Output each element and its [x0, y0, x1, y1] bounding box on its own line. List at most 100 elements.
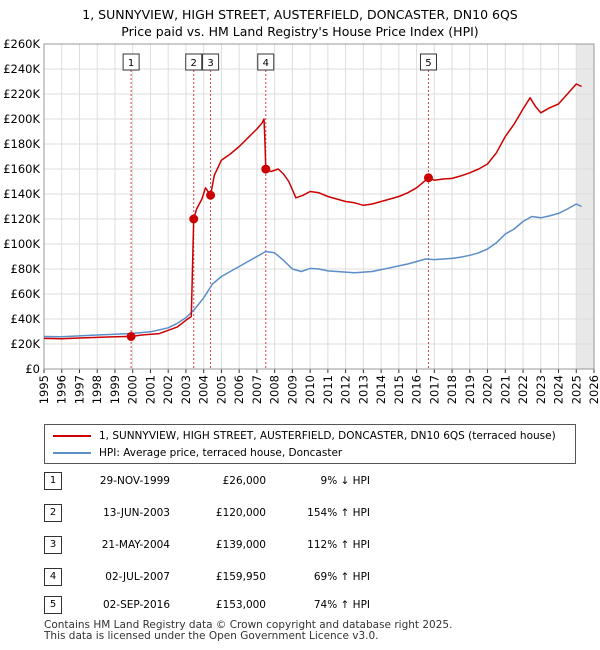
sale-row: 3 21-MAY-2004 £139,000 112% ↑ HPI — [0, 536, 600, 556]
sale-date: 29-NOV-1999 — [99, 475, 170, 487]
x-tick-label: 2017 — [427, 375, 441, 404]
x-tick-label: 2016 — [410, 375, 424, 404]
legend-swatch-hpi — [53, 452, 91, 454]
x-tick-label: 1998 — [90, 375, 104, 404]
x-tick-label: 2008 — [268, 375, 282, 404]
sale-marker-label: 2 — [191, 58, 197, 69]
x-tick-label: 1997 — [72, 375, 86, 404]
sale-marker-box — [257, 53, 275, 71]
x-tick-label: 2015 — [392, 375, 406, 404]
legend: 1, SUNNYVIEW, HIGH STREET, AUSTERFIELD, … — [44, 424, 576, 464]
x-tick-label: 2018 — [445, 375, 459, 404]
price-chart: £0 £20K £40K £60K £80K £100K £120K £140K £160K £1… — [3, 37, 600, 404]
sale-row: 2 13-JUN-2003 £120,000 154% ↑ HPI — [0, 504, 600, 524]
y-tick-label: £240K — [3, 62, 40, 76]
x-tick-label: 2007 — [250, 375, 264, 404]
x-tick-label: 1995 — [37, 375, 51, 404]
x-tick-label: 2005 — [214, 375, 228, 404]
x-tick-label: 2010 — [303, 375, 317, 404]
x-tick-label: 1996 — [55, 375, 69, 404]
sale-marker-box — [202, 53, 220, 71]
sale-price: £153,000 — [215, 599, 266, 611]
y-tick-label: £120K — [3, 212, 40, 226]
sale-marker-badge: 4 — [44, 568, 62, 586]
chart-subtitle: Price paid vs. HM Land Registry's House … — [121, 24, 479, 39]
sale-point — [423, 173, 433, 183]
sale-point — [126, 332, 136, 341]
y-tick-label: £60K — [11, 287, 41, 301]
legend-item-property: 1, SUNNYVIEW, HIGH STREET, AUSTERFIELD, … — [53, 428, 556, 444]
x-tick-label: 2014 — [374, 375, 388, 404]
x-tick-label: 2019 — [463, 375, 477, 404]
sale-marker-badge: 1 — [44, 472, 62, 490]
x-tick-label: 2020 — [481, 375, 495, 404]
legend-label-property: 1, SUNNYVIEW, HIGH STREET, AUSTERFIELD, … — [99, 430, 556, 442]
future-shading — [576, 44, 594, 369]
footer-copyright: Contains HM Land Registry data © Crown c… — [44, 619, 453, 631]
sale-row: 5 02-SEP-2016 £153,000 74% ↑ HPI — [0, 596, 600, 616]
x-tick-label: 1999 — [108, 375, 122, 404]
x-tick-label: 2002 — [161, 375, 175, 404]
sale-price: £139,000 — [215, 539, 266, 551]
sale-date: 02-JUL-2007 — [105, 571, 170, 583]
x-tick-label: 2023 — [534, 375, 548, 404]
sale-marker-label: 4 — [263, 58, 269, 69]
sale-hpi-diff: 69% ↑ HPI — [313, 571, 370, 583]
x-tick-label: 2013 — [356, 375, 370, 404]
sale-marker-label: 3 — [207, 58, 213, 69]
sale-row: 4 02-JUL-2007 £159,950 69% ↑ HPI — [0, 568, 600, 588]
sale-hpi-diff: 112% ↑ HPI — [307, 539, 370, 551]
sale-date: 21-MAY-2004 — [101, 539, 170, 551]
x-tick-label: 2012 — [339, 375, 353, 404]
footer-licence: This data is licensed under the Open Gov… — [44, 630, 379, 642]
chart-title: 1, SUNNYVIEW, HIGH STREET, AUSTERFIELD, … — [82, 7, 518, 22]
plot-area — [44, 44, 594, 369]
sale-hpi-diff: 154% ↑ HPI — [307, 507, 370, 519]
y-tick-label: £100K — [3, 237, 40, 251]
x-tick-label: 2003 — [179, 375, 193, 404]
x-tick-label: 2022 — [516, 375, 530, 404]
x-tick-label: 2026 — [587, 375, 600, 404]
x-tick-label: 2025 — [569, 375, 583, 404]
y-tick-label: £260K — [3, 37, 40, 51]
x-tick-label: 2021 — [498, 375, 512, 404]
y-tick-label: £40K — [11, 312, 41, 326]
footer: Contains HM Land Registry data © Crown c… — [44, 620, 452, 642]
sale-marker-label: 5 — [425, 58, 431, 69]
y-tick-label: £140K — [3, 187, 40, 201]
x-tick-label: 2004 — [197, 375, 211, 404]
sale-row: 1 29-NOV-1999 £26,000 9% ↓ HPI — [0, 472, 600, 492]
sale-price: £159,950 — [215, 571, 266, 583]
x-tick-label: 2011 — [321, 375, 335, 404]
sale-marker-box — [419, 53, 437, 71]
legend-item-hpi: HPI: Average price, terraced house, Donc… — [53, 445, 342, 461]
x-tick-label: 2024 — [552, 375, 566, 404]
legend-label-hpi: HPI: Average price, terraced house, Donc… — [99, 447, 343, 459]
sale-date: 02-SEP-2016 — [102, 599, 170, 611]
y-tick-label: £160K — [3, 162, 40, 176]
hpi-series-line — [43, 203, 582, 338]
y-tick-label: £80K — [11, 262, 41, 276]
x-tick-label: 2009 — [285, 375, 299, 404]
y-tick-label: £200K — [3, 112, 40, 126]
sale-price: £26,000 — [222, 475, 266, 487]
sale-marker-badge: 5 — [44, 596, 62, 614]
sale-point — [189, 214, 199, 224]
y-tick-label: £20K — [11, 337, 41, 351]
sale-marker-box — [122, 53, 140, 71]
y-tick-label: £180K — [3, 137, 40, 151]
y-tick-label: £0 — [25, 362, 40, 376]
y-tick-label: £220K — [3, 87, 40, 101]
sale-marker-badge: 3 — [44, 536, 62, 554]
plot-border — [43, 43, 595, 370]
sale-marker-label: 1 — [128, 58, 134, 69]
x-tick-label: 2006 — [232, 375, 246, 404]
x-tick-label: 2001 — [143, 375, 157, 404]
sale-marker-badge: 2 — [44, 504, 62, 522]
legend-swatch-property — [53, 435, 91, 437]
sale-hpi-diff: 74% ↑ HPI — [313, 599, 370, 611]
sale-point — [206, 190, 216, 200]
sale-marker-box — [185, 53, 203, 71]
sale-price: £120,000 — [215, 507, 266, 519]
sale-date: 13-JUN-2003 — [103, 507, 170, 519]
